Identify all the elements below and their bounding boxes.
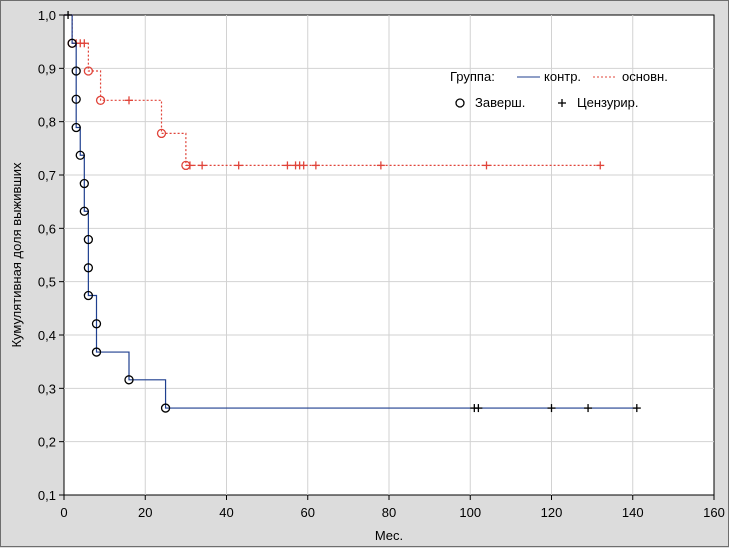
series-control: [64, 11, 641, 413]
censored-marker: [596, 161, 605, 170]
x-tick-label: 40: [219, 505, 233, 520]
completed-marker: [156, 128, 167, 139]
x-tick-label: 80: [382, 505, 396, 520]
x-tick-label: 60: [301, 505, 315, 520]
legend-main-label: основн.: [622, 69, 668, 84]
y-tick-label: 0,7: [38, 168, 56, 183]
censored-marker: [125, 96, 133, 105]
completed-marker: [160, 403, 171, 413]
completed-marker: [83, 66, 94, 76]
completed-marker: [67, 38, 77, 48]
y-tick-label: 0,1: [38, 488, 56, 503]
y-tick-label: 0,8: [38, 115, 56, 130]
censored-marker: [283, 161, 292, 170]
y-tick-label: 0,2: [38, 435, 56, 450]
censored-marker: [234, 161, 243, 170]
completed-marker: [71, 122, 81, 133]
y-tick-label: 0,5: [38, 275, 56, 290]
legend: Группа: контр. основн. Заверш. Цензурир.: [450, 69, 668, 110]
legend-control-label: контр.: [544, 69, 581, 84]
censored-marker: [376, 161, 385, 170]
censored-marker: [80, 39, 89, 48]
completed-marker: [71, 66, 81, 76]
censored-marker: [299, 161, 308, 170]
completed-marker: [124, 375, 134, 385]
completed-marker: [83, 263, 94, 273]
censored-marker: [311, 161, 320, 170]
censored-marker: [547, 404, 556, 413]
x-tick-label: 100: [459, 505, 481, 520]
censored-marker: [185, 161, 194, 170]
x-tick-label: 160: [703, 505, 725, 520]
censored-marker: [482, 161, 491, 170]
grid: [64, 15, 714, 495]
completed-marker: [71, 94, 81, 104]
series-layer: [64, 11, 641, 413]
legend-completed-label: Заверш.: [475, 95, 525, 110]
y-tick-label: 0,3: [38, 381, 56, 396]
legend-group-label: Группа:: [450, 69, 495, 84]
survival-step-line: [64, 14, 601, 166]
x-tick-label: 0: [60, 505, 67, 520]
y-tick-label: 0,6: [38, 221, 56, 236]
completed-marker: [79, 206, 89, 216]
completed-marker: [79, 178, 89, 189]
completed-marker: [83, 290, 94, 301]
y-axis-title: Кумулятивная доля выживших: [9, 162, 24, 348]
y-tick-label: 1,0: [38, 8, 56, 23]
censored-marker: [632, 404, 641, 413]
censored-marker: [584, 404, 593, 413]
legend-censored-label: Цензурир.: [577, 95, 639, 110]
censored-marker: [64, 11, 73, 19]
completed-marker: [91, 319, 102, 329]
legend-censored-marker: [558, 99, 566, 107]
axis-ticks: 0 20 40 60 80 100 120 140 160 0,1 0,2 0,3 0,4 0,5 0,6 0…: [38, 8, 725, 520]
y-tick-label: 0,9: [38, 61, 56, 76]
x-tick-label: 140: [622, 505, 644, 520]
completed-marker: [91, 347, 102, 357]
legend-completed-marker: [455, 98, 465, 108]
x-axis-title: Мес.: [375, 528, 403, 543]
censored-marker: [198, 161, 207, 170]
x-tick-label: 120: [541, 505, 563, 520]
completed-marker: [83, 234, 94, 245]
completed-marker: [75, 150, 85, 160]
completed-marker: [95, 95, 106, 105]
x-tick-label: 20: [138, 505, 152, 520]
censored-marker: [474, 404, 483, 413]
y-tick-label: 0,4: [38, 328, 56, 343]
